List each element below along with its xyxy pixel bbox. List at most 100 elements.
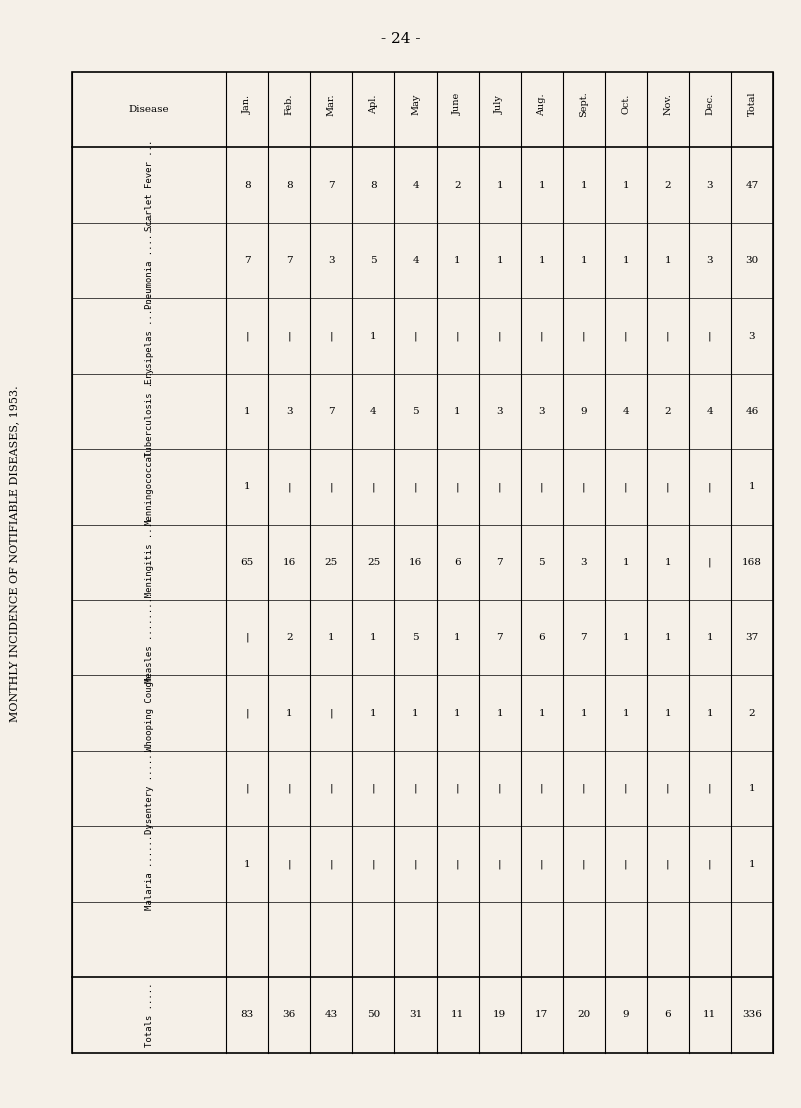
Text: 37: 37 bbox=[745, 634, 759, 643]
Text: 1: 1 bbox=[370, 634, 376, 643]
Text: 1: 1 bbox=[706, 709, 713, 718]
Text: 1: 1 bbox=[749, 482, 755, 491]
Text: 3: 3 bbox=[749, 331, 755, 340]
Text: |: | bbox=[497, 860, 501, 869]
Text: 1: 1 bbox=[244, 482, 251, 491]
Text: |: | bbox=[372, 482, 376, 492]
Text: Feb.: Feb. bbox=[285, 93, 294, 115]
Text: 3: 3 bbox=[286, 407, 292, 416]
Text: |: | bbox=[624, 331, 628, 341]
Text: 7: 7 bbox=[497, 557, 503, 567]
Text: 1: 1 bbox=[665, 709, 671, 718]
Text: 19: 19 bbox=[493, 1010, 506, 1019]
Text: |: | bbox=[288, 482, 292, 492]
Text: 1: 1 bbox=[706, 634, 713, 643]
Text: 1: 1 bbox=[622, 256, 629, 265]
Text: |: | bbox=[497, 783, 501, 793]
Text: 1: 1 bbox=[622, 709, 629, 718]
Text: 4: 4 bbox=[413, 181, 419, 189]
Text: 47: 47 bbox=[745, 181, 759, 189]
Text: |: | bbox=[624, 783, 628, 793]
Text: |: | bbox=[497, 482, 501, 492]
Text: 7: 7 bbox=[328, 407, 335, 416]
Text: 3: 3 bbox=[538, 407, 545, 416]
Text: 1: 1 bbox=[454, 407, 461, 416]
Text: 1: 1 bbox=[413, 709, 419, 718]
Text: 1: 1 bbox=[497, 181, 503, 189]
Text: 8: 8 bbox=[244, 181, 251, 189]
Text: |: | bbox=[666, 783, 670, 793]
Text: |: | bbox=[540, 860, 544, 869]
Text: 1: 1 bbox=[538, 256, 545, 265]
Text: |: | bbox=[582, 331, 586, 341]
Text: May: May bbox=[411, 93, 420, 115]
Text: |: | bbox=[456, 331, 460, 341]
Text: 1: 1 bbox=[328, 634, 335, 643]
Text: |: | bbox=[666, 482, 670, 492]
Text: 9: 9 bbox=[581, 407, 587, 416]
Text: |: | bbox=[329, 482, 333, 492]
Text: 3: 3 bbox=[497, 407, 503, 416]
Text: |: | bbox=[245, 633, 249, 643]
Text: 1: 1 bbox=[370, 331, 376, 340]
Text: 1: 1 bbox=[665, 256, 671, 265]
Text: Total: Total bbox=[747, 92, 756, 116]
Text: |: | bbox=[329, 708, 333, 718]
Text: |: | bbox=[582, 482, 586, 492]
Text: 3: 3 bbox=[328, 256, 335, 265]
Text: 20: 20 bbox=[577, 1010, 590, 1019]
Text: 2: 2 bbox=[665, 407, 671, 416]
Text: Nov.: Nov. bbox=[663, 93, 672, 115]
Text: |: | bbox=[624, 860, 628, 869]
Text: 7: 7 bbox=[581, 634, 587, 643]
Text: |: | bbox=[329, 860, 333, 869]
Text: 1: 1 bbox=[749, 784, 755, 793]
Text: 16: 16 bbox=[283, 557, 296, 567]
Text: |: | bbox=[497, 331, 501, 341]
Text: 3: 3 bbox=[581, 557, 587, 567]
Text: 30: 30 bbox=[745, 256, 759, 265]
Text: Sept.: Sept. bbox=[579, 91, 588, 117]
Text: 1: 1 bbox=[622, 634, 629, 643]
Text: 31: 31 bbox=[409, 1010, 422, 1019]
Text: 1: 1 bbox=[749, 860, 755, 869]
Text: |: | bbox=[288, 860, 292, 869]
Text: 5: 5 bbox=[538, 557, 545, 567]
Text: 11: 11 bbox=[703, 1010, 717, 1019]
Text: |: | bbox=[245, 783, 249, 793]
Text: Totals .....: Totals ..... bbox=[145, 983, 154, 1047]
Text: 1: 1 bbox=[581, 709, 587, 718]
Text: Whooping Cough: Whooping Cough bbox=[145, 676, 154, 751]
Text: 11: 11 bbox=[451, 1010, 465, 1019]
Text: Menningococcal: Menningococcal bbox=[145, 449, 154, 524]
Text: 43: 43 bbox=[324, 1010, 338, 1019]
Text: 336: 336 bbox=[742, 1010, 762, 1019]
Text: 17: 17 bbox=[535, 1010, 549, 1019]
Text: Measles .........: Measles ......... bbox=[145, 592, 154, 684]
Text: Pneumonia ........: Pneumonia ........ bbox=[145, 213, 154, 309]
Text: 5: 5 bbox=[413, 407, 419, 416]
Text: 4: 4 bbox=[706, 407, 713, 416]
Text: 6: 6 bbox=[454, 557, 461, 567]
Text: 1: 1 bbox=[370, 709, 376, 718]
Text: Disease: Disease bbox=[129, 105, 170, 114]
Text: 1: 1 bbox=[497, 709, 503, 718]
Text: 36: 36 bbox=[283, 1010, 296, 1019]
Text: 1: 1 bbox=[665, 634, 671, 643]
Text: |: | bbox=[413, 331, 417, 341]
Text: |: | bbox=[456, 783, 460, 793]
Text: July: July bbox=[495, 95, 504, 114]
Text: Scarlet Fever ...: Scarlet Fever ... bbox=[145, 140, 154, 230]
Text: Oct.: Oct. bbox=[622, 94, 630, 114]
Text: 4: 4 bbox=[413, 256, 419, 265]
Text: Apl.: Apl. bbox=[369, 94, 378, 114]
Text: 3: 3 bbox=[706, 256, 713, 265]
Text: 5: 5 bbox=[413, 634, 419, 643]
Text: Meningitis ....: Meningitis .... bbox=[145, 516, 154, 608]
Text: Tuberculosis ....: Tuberculosis .... bbox=[145, 366, 154, 458]
Text: 1: 1 bbox=[538, 709, 545, 718]
Text: 46: 46 bbox=[745, 407, 759, 416]
Text: |: | bbox=[288, 783, 292, 793]
Text: 7: 7 bbox=[497, 634, 503, 643]
Text: 65: 65 bbox=[240, 557, 254, 567]
